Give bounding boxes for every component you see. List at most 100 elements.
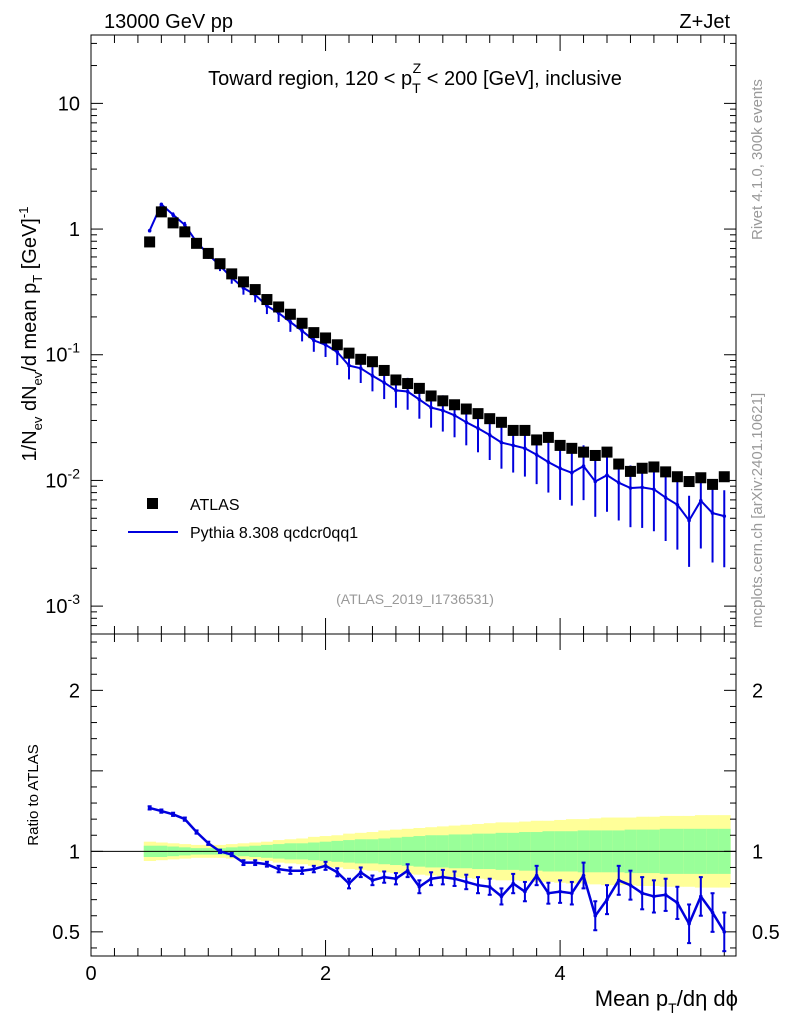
atlas-point	[507, 424, 519, 436]
atlas-point	[355, 353, 367, 365]
atlas-point	[155, 206, 167, 218]
atlas-point	[413, 382, 425, 394]
mc-point	[652, 487, 656, 492]
atlas-point	[437, 395, 449, 407]
ratio-point	[722, 930, 727, 934]
atlas-point	[542, 431, 554, 443]
ratio-point	[558, 889, 562, 894]
mc-point	[687, 518, 691, 523]
ratio-point	[687, 922, 691, 926]
mc-line	[148, 202, 725, 523]
mc-point	[523, 446, 527, 451]
mc-point	[394, 388, 398, 393]
atlas-point	[320, 332, 332, 344]
ratio-ytick-label-right: 1	[752, 841, 763, 863]
ratio-point	[312, 867, 316, 871]
mc-point	[628, 486, 633, 490]
atlas-point	[167, 217, 179, 229]
mc-point	[312, 338, 316, 343]
atlas-point	[378, 364, 390, 376]
ratio-point	[605, 897, 609, 902]
mc-point	[159, 202, 164, 207]
ratio-point	[358, 870, 363, 875]
ratio-ytick-label: 0.5	[52, 922, 80, 944]
ratio-point	[546, 891, 551, 896]
ratio-frame	[90, 633, 737, 957]
atlas-point	[718, 471, 730, 483]
legend-mc-label: Pythia 8.308 qcdcr0qq1	[190, 525, 358, 542]
atlas-point	[519, 424, 531, 436]
ratio-point	[323, 864, 328, 868]
atlas-point	[425, 390, 437, 402]
atlas-point	[214, 258, 226, 270]
ratio-point	[464, 880, 469, 884]
mc-point	[370, 373, 375, 378]
atlas-point	[284, 308, 296, 320]
ratio-point	[147, 806, 152, 810]
ratio-point	[675, 901, 680, 905]
atlas-point	[296, 317, 308, 329]
atlas-point	[531, 434, 543, 446]
mc-point	[710, 511, 715, 515]
main-ytick-label: 10-1	[45, 340, 80, 367]
mc-point	[382, 380, 386, 385]
ratio-point	[628, 883, 633, 887]
atlas-point	[660, 466, 672, 478]
mc-point	[288, 320, 293, 324]
atlas-point	[624, 465, 636, 477]
ratio-point	[663, 893, 668, 897]
ratio-point	[370, 878, 375, 883]
main-ylabel: 1/Nev dNev/d mean pT [GeV]-1	[16, 207, 45, 462]
mc-point	[558, 466, 562, 471]
ratio-point	[699, 894, 703, 899]
main-title-sup: Z	[413, 60, 422, 76]
legend-atlas-label: ATLAS	[190, 497, 240, 514]
atlas-point	[648, 461, 660, 473]
mc-point	[570, 471, 574, 475]
atlas-point	[390, 374, 402, 386]
ratio-point	[276, 867, 281, 871]
mc-point	[511, 443, 515, 448]
mc-point	[581, 464, 586, 468]
atlas-point	[589, 449, 601, 461]
ratio-point	[405, 868, 410, 873]
atlas-point	[308, 327, 320, 339]
ratio-point	[593, 913, 598, 918]
ratio-ytick-label-right: 0.5	[752, 922, 780, 944]
mc-point	[452, 413, 457, 418]
main-title-sub: T	[412, 80, 421, 96]
atlas-point	[343, 347, 355, 359]
atlas-point	[273, 301, 285, 313]
ratio-xtick-label: 4	[555, 963, 566, 985]
atlas-point	[683, 476, 695, 488]
mc-point	[335, 350, 340, 354]
ratio-point	[487, 884, 492, 889]
mc-point	[429, 405, 433, 410]
mc-point	[358, 366, 363, 371]
main-tick-marks: 10-3 10-2 10-1 1 10	[45, 35, 736, 635]
ratio-point	[616, 878, 621, 883]
atlas-point	[331, 339, 343, 351]
ratio-point	[265, 862, 269, 867]
atlas-point	[613, 458, 625, 470]
ratio-point	[570, 891, 574, 896]
ratio-point	[476, 883, 480, 887]
ratio-point	[441, 875, 445, 879]
ratio-uncertainty-bands	[143, 815, 731, 888]
energy-label: 13000 GeV pp	[104, 11, 233, 33]
ratio-point	[300, 868, 304, 873]
ratio-ylabel: Ratio to ATLAS	[25, 744, 42, 845]
mc-point	[464, 420, 469, 425]
ratio-point	[710, 910, 715, 915]
main-ytick-label: 10-2	[45, 465, 80, 492]
atlas-point	[460, 403, 472, 415]
ratio-point	[183, 817, 187, 821]
ratio-point	[241, 860, 246, 865]
atlas-point	[249, 284, 261, 296]
atlas-point	[366, 356, 378, 368]
atlas-point	[449, 399, 461, 411]
atlas-point	[191, 237, 203, 249]
legend-atlas-marker	[147, 498, 158, 509]
mc-point	[499, 440, 504, 445]
main-title: Toward region, 120 < pTZ < 200 [GeV], in…	[208, 60, 622, 96]
